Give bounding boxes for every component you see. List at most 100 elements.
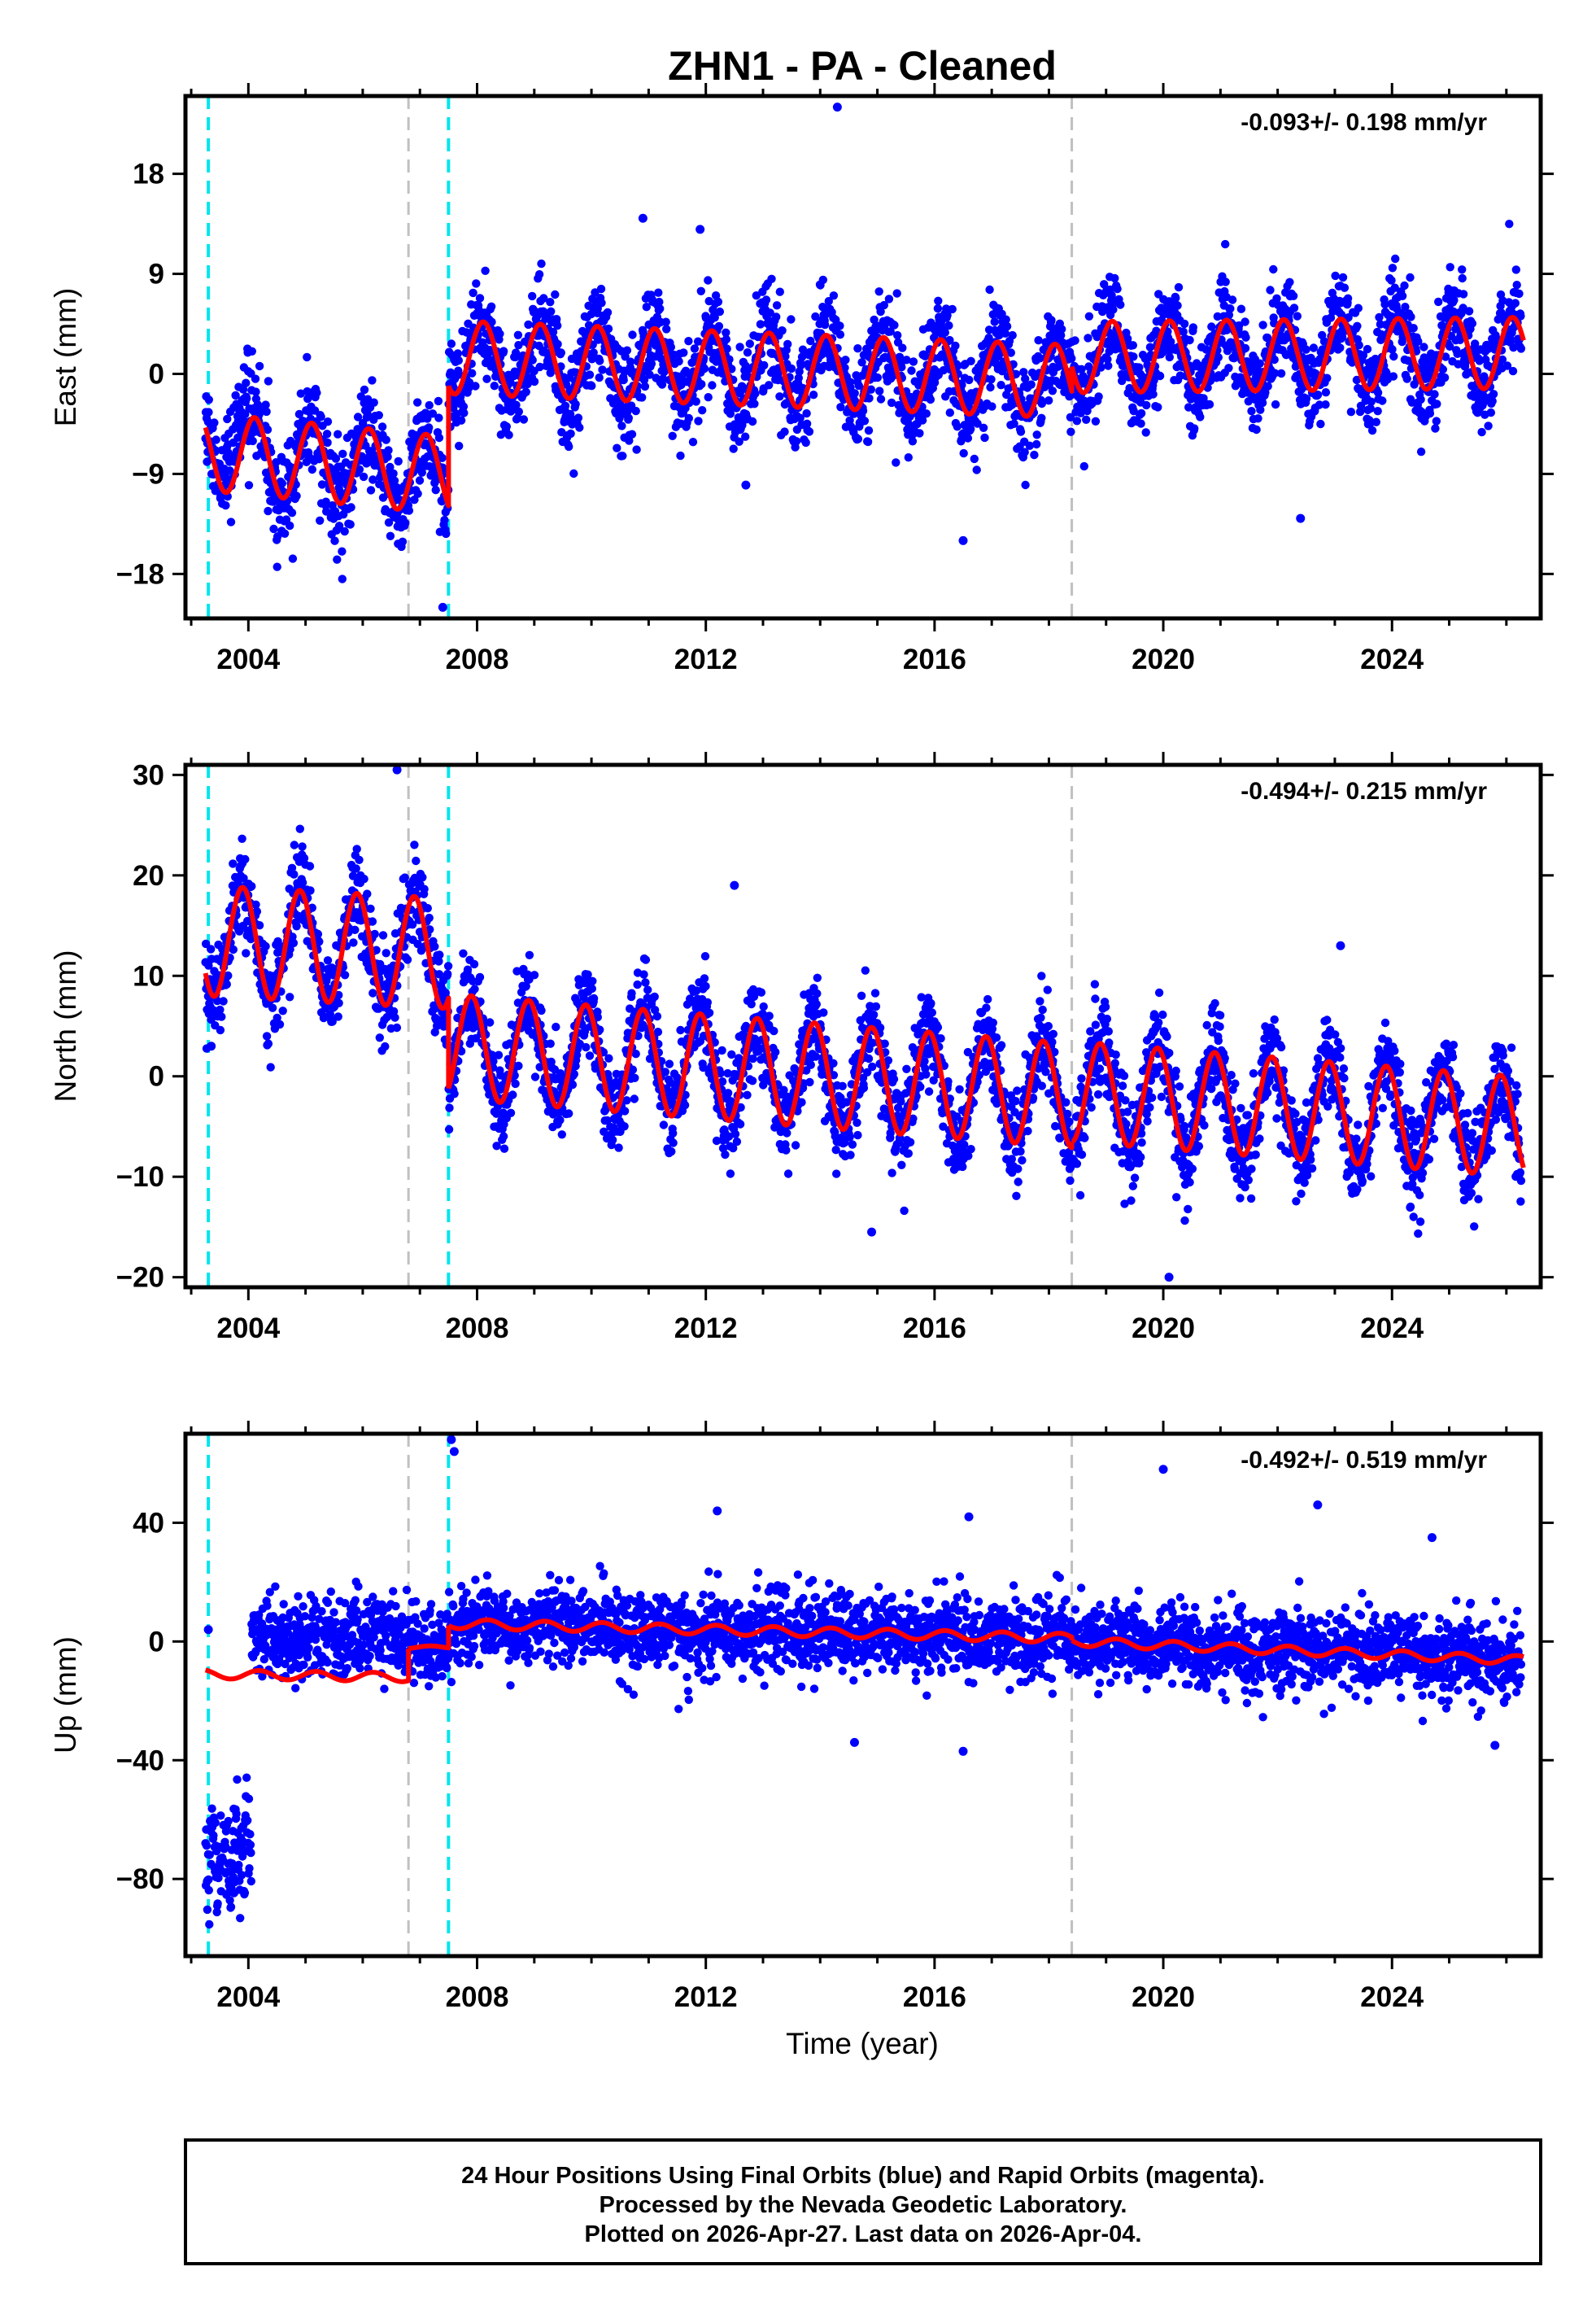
east-point — [887, 398, 896, 408]
east-point — [1153, 403, 1162, 412]
east-outlier-point — [638, 213, 648, 223]
east-point — [1505, 220, 1514, 229]
east-point — [787, 315, 796, 324]
north-point — [730, 1129, 740, 1139]
east-point — [875, 387, 884, 395]
east-point — [204, 408, 213, 417]
east-point — [369, 398, 378, 407]
east-point — [1458, 265, 1467, 274]
east-point — [1116, 300, 1125, 309]
north-point — [207, 945, 216, 954]
east-point — [383, 452, 392, 461]
east-point — [513, 330, 523, 339]
east-point — [307, 465, 316, 474]
east-point — [447, 339, 456, 348]
east-point — [471, 382, 480, 391]
east-point — [953, 422, 962, 431]
east-point — [486, 302, 496, 311]
east-point — [866, 385, 876, 394]
east-point — [951, 341, 960, 351]
north-point — [420, 884, 429, 893]
east-point — [251, 387, 260, 396]
east-point — [1269, 264, 1278, 274]
east-point — [360, 385, 369, 395]
east-point — [897, 363, 906, 372]
east-point — [690, 344, 700, 353]
north-point — [201, 939, 211, 949]
east-point — [772, 301, 782, 310]
north-point — [408, 920, 417, 929]
east-point — [1464, 307, 1474, 316]
east-point — [519, 415, 529, 424]
east-point — [1470, 388, 1479, 397]
north-point — [412, 856, 421, 866]
east-point — [1136, 419, 1145, 428]
north-point — [659, 1120, 669, 1129]
east-point — [662, 325, 671, 334]
north-point — [368, 917, 377, 926]
east-point — [261, 400, 270, 409]
north-point — [445, 1103, 454, 1112]
east-point — [1438, 365, 1448, 374]
north-point — [443, 969, 452, 979]
north-point — [299, 854, 309, 863]
east-point — [627, 430, 637, 439]
east-x-tick-label: 2004 — [216, 644, 280, 675]
east-rate-label: -0.093+/- 0.198 mm/yr — [1241, 109, 1487, 136]
north-point — [735, 1120, 745, 1129]
north-point — [667, 1147, 676, 1156]
north-point — [378, 931, 388, 940]
north-point — [680, 1101, 690, 1110]
north-point — [340, 971, 350, 980]
east-point — [1430, 390, 1439, 399]
east-point — [986, 382, 995, 392]
east-point — [560, 401, 570, 410]
east-point — [468, 369, 477, 378]
east-point — [552, 315, 561, 324]
north-point — [630, 1094, 639, 1103]
east-point — [1373, 388, 1383, 397]
east-point — [743, 348, 752, 357]
east-point — [294, 409, 304, 419]
north-point — [486, 1018, 495, 1027]
north-point — [727, 1050, 736, 1059]
east-point — [264, 377, 273, 386]
east-point — [277, 478, 286, 488]
east-point — [626, 357, 635, 366]
east-point — [668, 431, 677, 440]
east-point — [1224, 310, 1234, 320]
east-point — [1174, 282, 1184, 292]
north-point — [321, 1004, 330, 1013]
east-point — [722, 334, 730, 344]
east-point — [892, 289, 901, 298]
east-point — [334, 430, 342, 439]
east-point — [1258, 398, 1267, 408]
east-point — [694, 417, 703, 426]
east-point — [858, 406, 868, 416]
north-point — [229, 859, 238, 868]
east-point — [551, 290, 560, 299]
east-point — [729, 444, 738, 453]
east-point — [863, 437, 873, 447]
east-point — [1067, 354, 1076, 363]
east-point — [698, 406, 707, 415]
north-point — [224, 971, 233, 980]
east-point — [1313, 391, 1323, 400]
north-point — [334, 1012, 342, 1021]
north-point — [286, 945, 294, 954]
east-x-tick-label: 2012 — [674, 644, 738, 675]
east-point — [1057, 330, 1066, 340]
north-point — [403, 955, 412, 964]
north-point — [370, 929, 379, 939]
east-point — [802, 419, 812, 428]
east-point — [1467, 319, 1477, 328]
east-point — [1091, 417, 1101, 426]
east-point — [618, 452, 627, 461]
east-point — [647, 359, 656, 369]
east-point — [322, 430, 332, 439]
east-outlier-point — [741, 480, 751, 490]
east-point — [1387, 276, 1396, 285]
east-point — [987, 375, 996, 384]
east-point — [697, 380, 706, 389]
north-point — [456, 1046, 466, 1056]
